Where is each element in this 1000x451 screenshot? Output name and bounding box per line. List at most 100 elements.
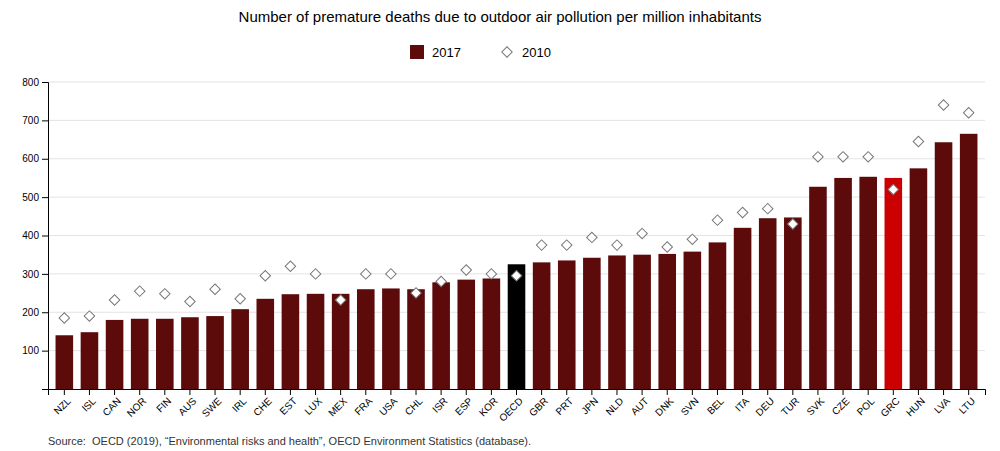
title: Number of premature deaths due to outdoo… <box>239 8 762 25</box>
x-tick-mark <box>290 389 291 395</box>
x-tick-label: DNK <box>653 395 676 418</box>
marker <box>737 207 747 217</box>
bar <box>407 289 425 389</box>
bar <box>106 320 124 389</box>
marker <box>637 228 647 238</box>
x-tick-label: FRA <box>352 395 374 417</box>
x-tick-label: POL <box>855 395 877 417</box>
x-tick-mark <box>692 389 693 395</box>
x-tick-mark <box>164 389 165 395</box>
legend-item: 2017 <box>410 45 461 60</box>
x-tick: ISL <box>80 389 99 414</box>
x-tick-label: FIN <box>154 395 173 414</box>
y-tick-label: 400 <box>22 230 39 241</box>
x-tick-mark <box>566 389 567 395</box>
x-tick: NLD <box>604 389 626 417</box>
bar <box>282 294 300 389</box>
x-tick: GBR <box>527 389 550 418</box>
y-tick-mark <box>42 351 48 352</box>
bar <box>432 282 450 389</box>
x-tick-mark <box>817 389 818 395</box>
y-tick-label: 300 <box>22 269 39 280</box>
y-tick: 700 <box>22 115 48 126</box>
chart: Number of premature deaths due to outdoo… <box>0 0 1000 451</box>
marker <box>461 265 471 275</box>
y-tick-mark <box>42 159 48 160</box>
x-tick: GRC <box>878 389 902 419</box>
y-tick: 600 <box>22 153 48 164</box>
bar <box>658 254 676 389</box>
x-tick-label: NZL <box>52 395 73 416</box>
marker <box>888 184 898 194</box>
marker <box>838 152 848 162</box>
legend: 2017 2010 <box>410 45 551 60</box>
x-tick: JPN <box>579 389 600 417</box>
x-tick: ISR <box>430 389 450 415</box>
bar <box>81 332 99 389</box>
x-tick-label: ISL <box>80 395 99 414</box>
y-tick: 800 <box>22 77 48 88</box>
x-tick-label: GBR <box>527 395 550 418</box>
y-tick-label: 600 <box>22 153 39 164</box>
x-tick: BEL <box>705 389 726 417</box>
x-tick-mark <box>114 389 115 395</box>
x-tick-mark <box>491 389 492 395</box>
x-tick: DEU <box>753 389 776 418</box>
x-tick-mark <box>441 389 442 395</box>
bar <box>834 178 852 389</box>
marker <box>235 294 245 304</box>
legend-item: 2010 <box>502 45 551 60</box>
x-tick-label: SVN <box>679 395 701 417</box>
x-tick-mark <box>340 389 341 395</box>
bar <box>709 242 727 389</box>
x-tick-mark <box>843 389 844 395</box>
grid-line <box>48 120 985 121</box>
bar <box>181 317 199 389</box>
y-tick-mark <box>42 82 48 83</box>
bar <box>608 255 626 389</box>
grid-line <box>48 82 985 83</box>
marker <box>662 242 672 252</box>
marker <box>260 271 270 281</box>
x-tick-label: NOR <box>125 395 149 419</box>
x-tick: ITA <box>733 389 751 414</box>
bar <box>759 218 777 389</box>
x-tick-mark <box>466 389 467 395</box>
marker <box>913 136 923 146</box>
x-tick-label: PRT <box>553 395 575 417</box>
legend-label: 2017 <box>432 45 461 60</box>
bar <box>307 294 325 389</box>
x-tick-mark <box>642 389 643 395</box>
marker <box>712 215 722 225</box>
x-tick-label: MEX <box>326 395 349 418</box>
x-tick-mark <box>667 389 668 395</box>
x-tick: KOR <box>477 389 500 418</box>
source-note: Source: OECD (2019), “Environmental risk… <box>48 435 531 447</box>
y-tick: 400 <box>22 230 48 241</box>
x-tick-label: BEL <box>705 395 726 416</box>
bar <box>56 335 74 389</box>
series-0 <box>56 134 978 389</box>
bar <box>633 255 651 389</box>
y-tick-label: 800 <box>22 77 39 88</box>
x-tick-mark <box>968 389 969 395</box>
bar <box>357 289 375 389</box>
marker <box>185 296 195 306</box>
y-axis-line <box>42 83 49 390</box>
bar <box>734 228 752 389</box>
y-tick-label: 500 <box>22 192 39 203</box>
x-tick-label: CHL <box>403 395 425 417</box>
x-tick: SVK <box>805 389 827 417</box>
x-tick-mark <box>315 389 316 395</box>
x-tick: AUT <box>629 389 651 417</box>
x-tick: USA <box>377 389 400 418</box>
legend-swatch <box>410 45 424 59</box>
bar <box>483 278 501 389</box>
x-axis: NZLISLCANNORFINAUSSWEIRLCHEESTLUXMEXFRAU… <box>49 389 986 424</box>
x-tick: MEX <box>326 389 349 418</box>
x-tick-label: JPN <box>579 395 600 416</box>
x-tick-label: IRL <box>230 395 249 414</box>
x-tick: SVN <box>679 389 701 418</box>
x-tick-mark <box>89 389 90 395</box>
marker <box>109 295 119 305</box>
